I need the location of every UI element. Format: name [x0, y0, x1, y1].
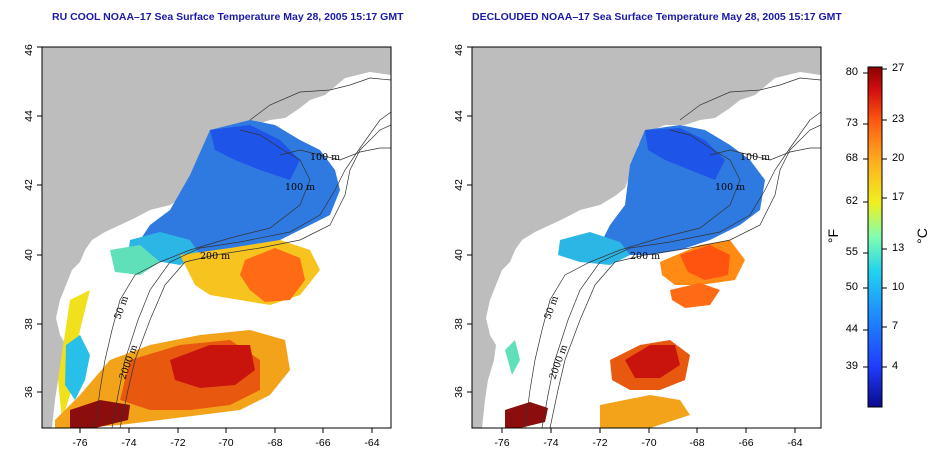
land-right: [472, 47, 821, 428]
y-tick-labels-left: 36 38 40 42 44 46: [23, 44, 35, 398]
c-tick-label: 13: [892, 242, 905, 254]
x-tick-label: -72: [170, 437, 185, 449]
y-tick-label: 36: [23, 386, 35, 398]
map-left: [42, 47, 391, 428]
f-tick-label: 44: [845, 323, 858, 335]
c-tick-label: 27: [892, 62, 905, 74]
c-tick-label: 4: [892, 360, 899, 372]
y-tick-label: 38: [453, 318, 465, 330]
x-tick-label: -72: [592, 437, 607, 449]
y-tick-label: 40: [453, 249, 465, 261]
y-tick-labels-right: 36 38 40 42 44 46: [453, 44, 465, 398]
c-tick-label: 10: [892, 281, 905, 293]
x-tick-label: -76: [72, 437, 87, 449]
y-tick-label: 44: [23, 110, 35, 122]
colorbar-ticks: [863, 68, 887, 368]
f-tick-label: 55: [845, 246, 858, 258]
x-tick-label: -64: [364, 437, 379, 449]
y-tick-label: 44: [453, 110, 465, 122]
map-right: [472, 47, 821, 428]
f-tick-label: 73: [845, 117, 858, 129]
map-frame-left: [41, 46, 392, 429]
y-tick-label: 36: [453, 386, 465, 398]
unit-fahrenheit: °F: [825, 228, 842, 244]
y-axis-left: [37, 46, 42, 393]
y-tick-label: 46: [453, 44, 465, 56]
x-tick-label: -66: [315, 437, 330, 449]
x-tick-label: -74: [121, 437, 136, 449]
y-tick-label: 38: [23, 318, 35, 330]
sst-cold-right: [600, 125, 765, 255]
x-tick-labels-right: -76 -74 -72 -70 -68 -66 -64: [494, 437, 802, 449]
map-title-declouded: DECLOUDED NOAA–17 Sea Surface Temperatur…: [472, 11, 842, 23]
colorbar: [867, 66, 883, 408]
x-axis-left: [79, 428, 373, 433]
c-tick-label: 7: [892, 320, 899, 332]
y-tick-label: 42: [23, 179, 35, 191]
map-frame-right: [471, 46, 822, 429]
x-tick-label: -76: [494, 437, 509, 449]
contour-label: 200 m: [630, 251, 660, 262]
f-tick-label: 80: [845, 66, 858, 78]
contour-label: 100 m: [740, 152, 770, 163]
x-tick-label: -74: [543, 437, 558, 449]
land-left: [42, 47, 391, 428]
y-axis-right: [467, 46, 472, 393]
x-tick-label: -68: [267, 437, 282, 449]
map-title-raw: RU COOL NOAA–17 Sea Surface Temperature …: [52, 11, 404, 23]
contour-label: 100 m: [285, 182, 315, 193]
c-tick-label: 17: [892, 191, 905, 203]
f-tick-label: 39: [845, 360, 858, 372]
x-tick-label: -68: [689, 437, 704, 449]
x-tick-label: -70: [218, 437, 233, 449]
x-tick-label: -70: [641, 437, 656, 449]
contour-label: 200 m: [200, 251, 230, 262]
contour-label: 100 m: [310, 152, 340, 163]
f-tick-label: 68: [845, 152, 858, 164]
f-tick-label: 62: [845, 195, 858, 207]
x-tick-label: -64: [787, 437, 802, 449]
x-axis-right: [501, 428, 796, 433]
x-tick-label: -66: [738, 437, 753, 449]
f-tick-label: 50: [845, 281, 858, 293]
c-tick-label: 20: [892, 152, 905, 164]
y-tick-label: 42: [453, 179, 465, 191]
contour-label: 100 m: [715, 182, 745, 193]
c-tick-label: 23: [892, 113, 905, 125]
y-tick-label: 46: [23, 44, 35, 56]
unit-celsius: °C: [913, 228, 930, 244]
y-tick-label: 40: [23, 249, 35, 261]
x-tick-labels-left: -76 -74 -72 -70 -68 -66 -64: [72, 437, 379, 449]
